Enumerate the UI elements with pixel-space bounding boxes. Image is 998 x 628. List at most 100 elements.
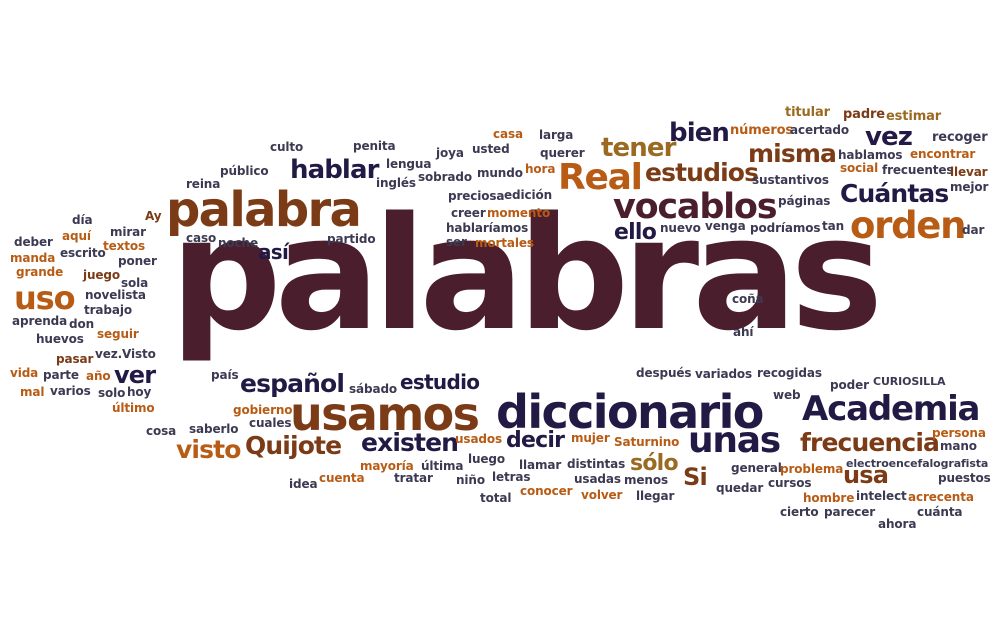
word-acrecenta: acrecenta	[908, 490, 974, 504]
word-ultimo: último	[112, 401, 155, 415]
word-dia: día	[72, 213, 93, 227]
word-cuanta: cuánta	[917, 505, 963, 519]
word-web: web	[773, 388, 801, 402]
word-podriamos: podríamos	[750, 221, 821, 235]
word-noche: noche	[218, 236, 258, 250]
word-mal: mal	[20, 385, 45, 399]
word-cursos: cursos	[768, 476, 812, 490]
word-frecuencia: frecuencia	[800, 428, 940, 457]
word-lengua: lengua	[386, 157, 432, 171]
word-varios: varios	[50, 384, 91, 398]
word-saberlo: saberlo	[189, 422, 239, 436]
word-vida: vida	[10, 366, 39, 380]
word-usamos: usamos	[290, 387, 480, 441]
word-estimar: estimar	[886, 109, 942, 124]
word-distintas: distintas	[567, 457, 626, 471]
word-saturnino: Saturnino	[614, 435, 680, 449]
word-misma: misma	[748, 139, 837, 168]
word-usted: usted	[472, 142, 510, 156]
word-usa: usa	[843, 461, 889, 489]
word-problema: problema	[780, 462, 844, 476]
word-mirar: mirar	[110, 225, 146, 239]
word-sobrado: sobrado	[418, 170, 472, 184]
word-recoger: recoger	[932, 130, 988, 145]
word-usados: usados	[455, 432, 503, 446]
word-curiosilla: CURIOSILLA	[873, 375, 946, 388]
word-llevar: llevar	[950, 165, 988, 179]
word-hoy: hoy	[127, 385, 152, 399]
word-dar: dar	[962, 223, 985, 237]
word-novelista: novelista	[85, 288, 146, 302]
word-visto: visto	[176, 435, 241, 464]
word-don: don	[69, 317, 95, 331]
word-ay: Ay	[145, 209, 162, 223]
word-solo-small: solo	[98, 386, 126, 400]
word-acertado: acertado	[790, 123, 849, 137]
word-hablariamos: hablaríamos	[446, 221, 529, 235]
word-total: total	[480, 491, 512, 505]
word-venga: venga	[705, 219, 746, 233]
word-ano: año	[86, 369, 111, 383]
word-academia: Academia	[802, 389, 981, 429]
word-hablar: hablar	[290, 155, 379, 185]
word-preciosa: preciosa	[448, 189, 505, 203]
word-espanol: español	[240, 369, 345, 398]
word-poner: poner	[118, 254, 157, 268]
word-puestos: puestos	[938, 471, 991, 485]
word-palabras: palabras	[170, 183, 883, 365]
word-trabajo: trabajo	[84, 303, 132, 317]
word-joya: joya	[436, 146, 464, 160]
word-diccionario: diccionario	[496, 385, 764, 439]
word-electroencefalografista: electroencefalografista	[846, 457, 989, 470]
word-reina: reina	[186, 177, 221, 191]
word-penita: penita	[353, 139, 396, 153]
word-idea: idea	[289, 477, 318, 491]
word-menos: menos	[624, 473, 668, 487]
word-cosa: cosa	[146, 424, 177, 438]
word-decir: decir	[506, 428, 565, 453]
word-vocablos: vocablos	[613, 187, 778, 227]
word-huevos: huevos	[36, 332, 84, 346]
word-poder: poder	[830, 378, 869, 392]
word-mejor: mejor	[950, 180, 989, 194]
word-larga: larga	[539, 128, 574, 142]
word-general: general	[731, 461, 782, 475]
word-sabado: sábado	[349, 382, 398, 396]
word-social: social	[840, 161, 879, 175]
word-hora: hora	[525, 162, 556, 176]
word-variados: variados	[695, 367, 753, 381]
word-volver: volver	[581, 488, 623, 502]
word-ahi: ahí	[733, 325, 754, 339]
word-creer: creer	[451, 206, 486, 220]
word-llegar: llegar	[636, 489, 675, 503]
word-publico: público	[220, 164, 269, 178]
word-ultima: última	[421, 459, 464, 473]
word-manda: manda	[10, 251, 56, 265]
word-sustantivos: sustantivos	[752, 173, 829, 187]
word-nino: niño	[456, 473, 485, 487]
word-mortales: mortales	[475, 236, 534, 250]
word-tan: tan	[822, 219, 845, 233]
word-cuales: cuales	[249, 416, 292, 430]
word-estudio: estudio	[400, 370, 480, 394]
word-ello: ello	[614, 220, 657, 245]
word-tener: tener	[601, 133, 676, 163]
word-cuenta: cuenta	[319, 471, 365, 485]
word-ser: ser	[446, 235, 467, 249]
word-hablamos: hablamos	[838, 148, 903, 162]
word-real: Real	[558, 157, 643, 198]
word-frecuentes: frecuentes	[882, 163, 954, 177]
word-despues: después	[636, 366, 692, 380]
word-estudios: estudios	[645, 158, 759, 187]
word-vez: vez	[865, 122, 913, 152]
word-numeros: números	[730, 123, 794, 138]
word-nuevo: nuevo	[660, 221, 701, 235]
word-aprenda: aprenda	[12, 314, 68, 328]
word-gobierno: gobierno	[233, 403, 293, 417]
word-solo: sólo	[630, 451, 679, 476]
word-ver: ver	[114, 361, 156, 389]
word-escrito: escrito	[60, 246, 106, 260]
word-persona: persona	[932, 426, 986, 440]
word-recogidas: recogidas	[757, 366, 822, 380]
word-tratar: tratar	[394, 471, 433, 485]
